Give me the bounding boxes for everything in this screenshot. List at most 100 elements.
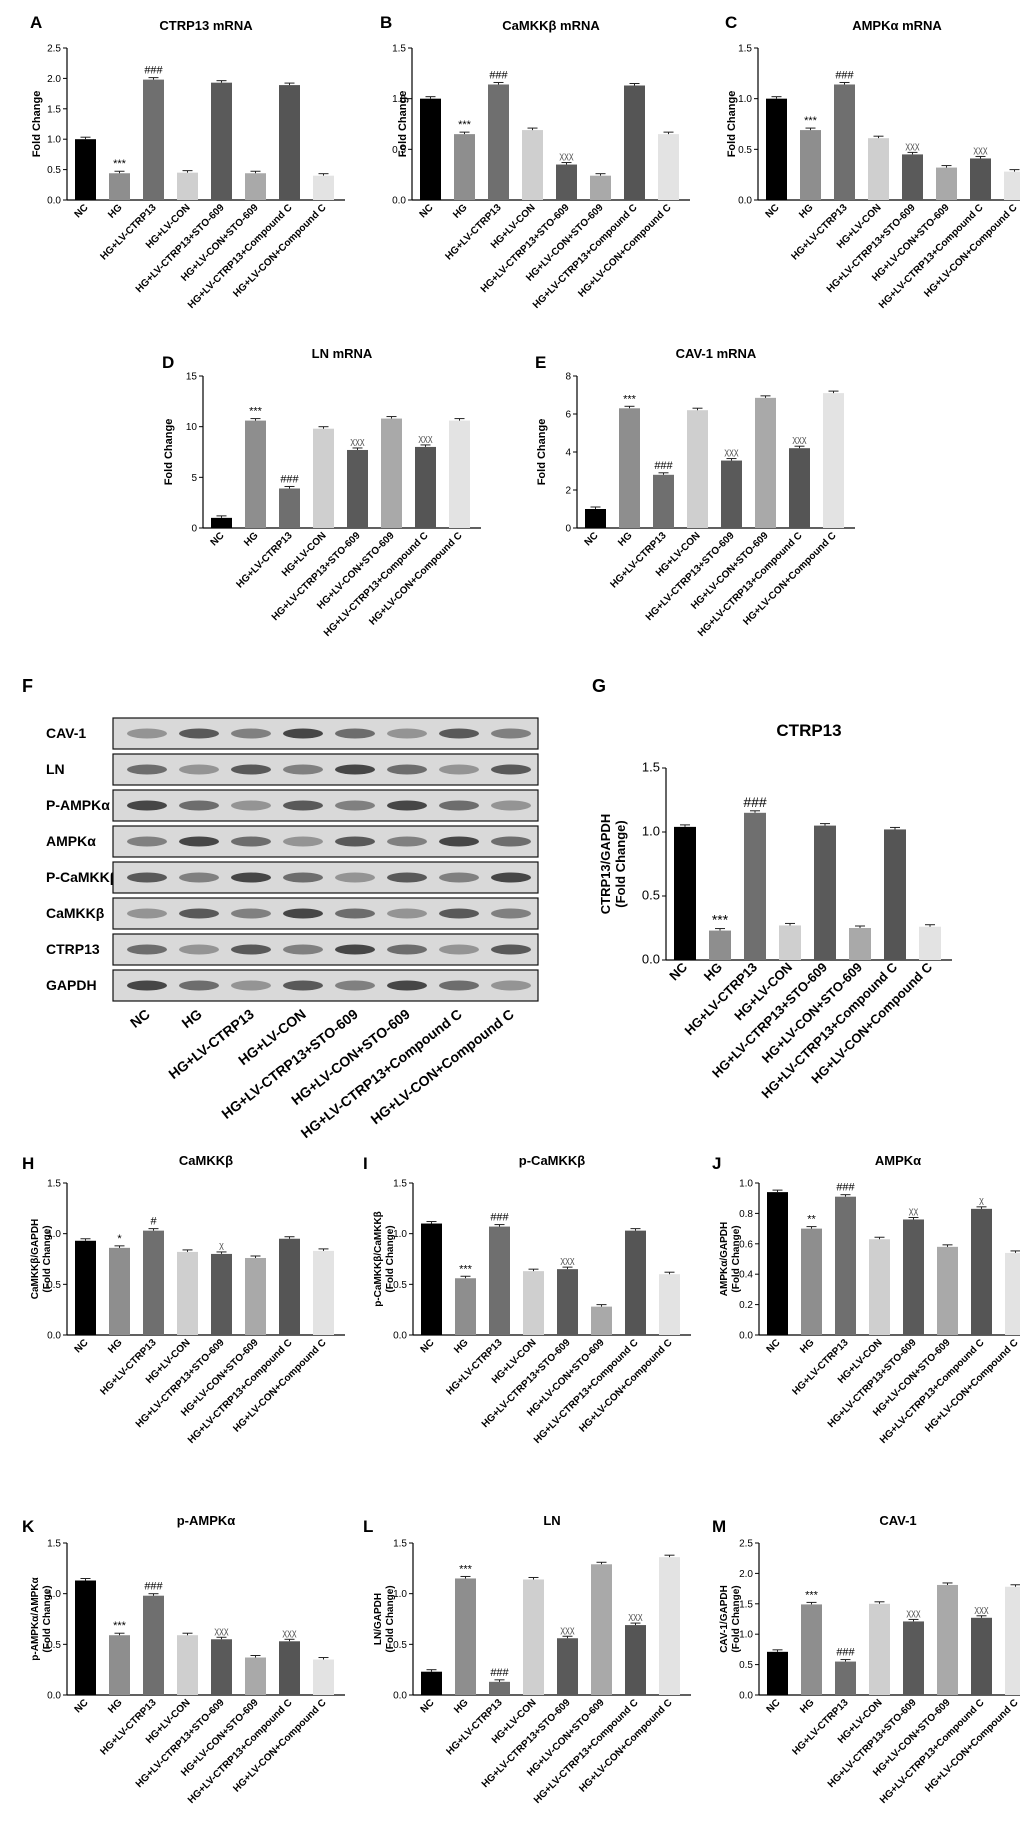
significance-label: χχχ [974, 1604, 988, 1614]
blot-band [283, 800, 323, 811]
bar-hg-lv-con-compound-c [658, 134, 679, 200]
y-tick-label: 1.0 [739, 1630, 753, 1641]
bar-hg-lv-con [869, 1239, 890, 1335]
x-tick-label: HG [451, 202, 470, 221]
bar-hg-lv-ctrp13 [834, 84, 855, 200]
panel-label: F [22, 676, 33, 696]
y-axis-label: p-CaMKKβ/CaMKKβ(Fold Change) [373, 1211, 396, 1307]
significance-label: χχχ [418, 433, 432, 443]
bar-hg-lv-ctrp13 [143, 1230, 164, 1335]
bar-hg-lv-ctrp13-sto-609 [557, 1638, 578, 1695]
y-tick-label: 1.0 [393, 1589, 407, 1600]
blot-band [387, 872, 427, 883]
y-tick-label: 1.0 [47, 1589, 61, 1600]
bar-hg-lv-ctrp13 [489, 1226, 510, 1335]
chart-title: AMPKα [875, 1153, 921, 1168]
panel-label: J [712, 1154, 721, 1173]
significance-label: ### [489, 69, 508, 81]
blot-band [439, 980, 479, 991]
blot-band [179, 908, 219, 919]
chart-title: AMPKα mRNA [852, 18, 942, 33]
bar-hg [109, 1635, 130, 1695]
bar-hg-lv-con-compound-c [449, 420, 470, 528]
y-tick-label: 1.5 [642, 760, 660, 775]
bar-hg-lv-ctrp13-sto-609 [211, 82, 232, 200]
significance-label: ### [654, 460, 673, 472]
bar-hg-lv-ctrp13-compound-c [884, 829, 906, 960]
bar-hg-lv-con [687, 410, 708, 528]
blot-band [231, 728, 271, 739]
significance-label: χχχ [906, 1607, 920, 1617]
blot-row-label: P-CaMKKβ [46, 869, 119, 885]
significance-label: χχχ [792, 434, 806, 444]
y-tick-label: 6 [565, 410, 571, 421]
blot-band [491, 944, 531, 955]
bar-hg-lv-con-sto-609 [937, 1584, 958, 1695]
chart-panel-A: A CTRP13 mRNA 0.0 0.5 1.0 1.5 2.0 2.5 Fold Chang… [30, 13, 345, 311]
x-tick-label: NC [419, 1337, 437, 1355]
western-blot-panel: F CAV-1 LN P-AMPKα AMPKα P-CaMKKβ CaMKKβ CTRP13… [22, 676, 539, 1141]
blot-band [127, 764, 167, 775]
bar-hg [709, 930, 731, 960]
y-tick-label: 2.5 [47, 44, 61, 55]
bar-nc [211, 517, 232, 528]
blot-band [387, 836, 427, 847]
bar-hg-lv-ctrp13-compound-c [279, 1238, 300, 1335]
blot-band [439, 800, 479, 811]
blot-band [335, 836, 375, 847]
y-axis-label: CTRP13/GAPDH(Fold Change) [598, 814, 628, 914]
blot-band [283, 836, 323, 847]
bar-hg-lv-con [523, 1579, 544, 1695]
chart-panel-B: B CaMKKβ mRNA 0.0 0.5 1.0 1.5 Fold Change NC ***… [380, 13, 690, 311]
bar-hg [801, 1228, 822, 1335]
bar-hg-lv-con-sto-609 [849, 928, 871, 960]
chart-panel-J: J AMPKα 0.0 0.2 0.4 0.6 0.8 1.0 AMPKα/GAPDH(Fold… [712, 1153, 1020, 1446]
significance-label: χχχ [724, 447, 738, 457]
y-axis-label: AMPKα/GAPDH(Fold Change) [719, 1222, 742, 1296]
bar-hg-lv-con [869, 1603, 890, 1695]
blot-band [179, 800, 219, 811]
y-tick-label: 0.0 [47, 1331, 61, 1342]
blot-band [439, 836, 479, 847]
blot-band [283, 728, 323, 739]
y-tick-label: 1.5 [738, 44, 752, 55]
y-tick-label: 2 [565, 486, 571, 497]
blot-band [179, 872, 219, 883]
bar-hg-lv-ctrp13 [653, 474, 674, 528]
y-tick-label: 0.5 [392, 145, 406, 156]
significance-label: χ [979, 1195, 984, 1205]
y-axis-label: Fold Change [31, 91, 43, 158]
significance-label: ### [836, 1182, 855, 1194]
x-tick-label: NC [765, 1697, 783, 1715]
blot-band [491, 764, 531, 775]
bar-hg [455, 1578, 476, 1695]
bar-nc [674, 826, 696, 960]
y-axis-label: CAV-1/GAPDH(Fold Change) [719, 1585, 742, 1653]
blot-band [439, 872, 479, 883]
blot-band [439, 944, 479, 955]
bar-hg-lv-con-compound-c [1005, 1252, 1020, 1335]
bar-hg-lv-ctrp13-sto-609 [347, 449, 368, 528]
blot-band [283, 872, 323, 883]
panel-label: A [30, 13, 42, 32]
bar-hg-lv-con [177, 1635, 198, 1695]
x-tick-label: HG [106, 202, 125, 221]
blot-band [335, 980, 375, 991]
blot-band [231, 800, 271, 811]
bar-hg-lv-con [523, 1271, 544, 1335]
bar-nc [766, 98, 787, 200]
x-tick-label: NC [73, 202, 91, 220]
y-tick-label: 0.5 [393, 1280, 407, 1291]
y-tick-label: 1.5 [393, 1539, 407, 1550]
bar-hg-lv-con [313, 428, 334, 528]
significance-label: *** [113, 158, 127, 170]
chart-title: CTRP13 [776, 721, 841, 740]
blot-row-label: AMPKα [46, 833, 96, 849]
bar-hg-lv-con-sto-609 [245, 1257, 266, 1335]
y-tick-label: 0.0 [392, 196, 406, 207]
significance-label: ** [807, 1214, 816, 1226]
significance-label: χχχ [628, 1611, 642, 1621]
significance-label: ### [144, 1581, 163, 1593]
